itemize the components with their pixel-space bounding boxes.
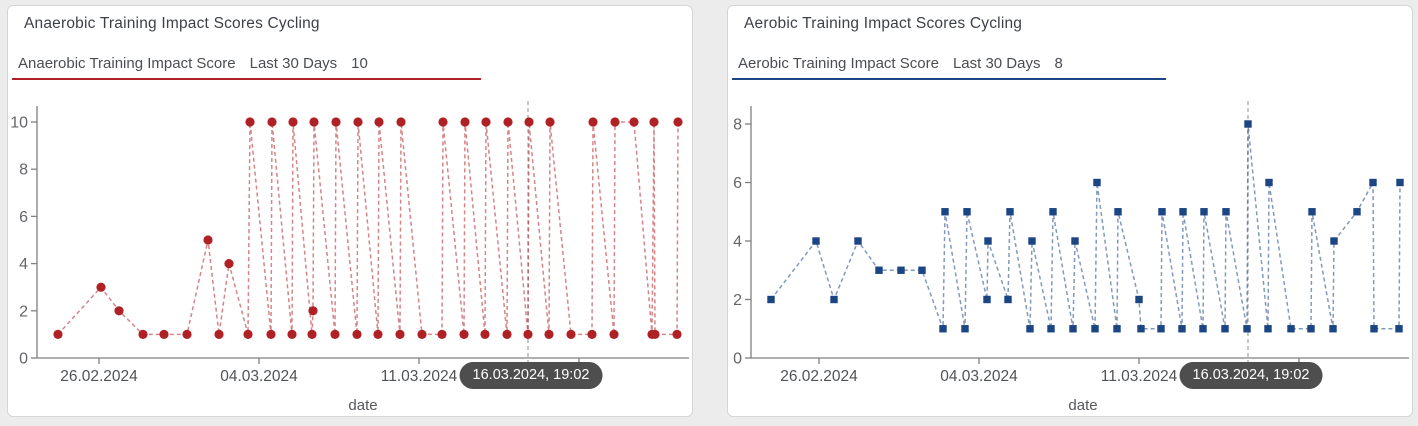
- svg-text:8: 8: [19, 162, 28, 179]
- series-line: [57, 121, 679, 336]
- x-axis-title: date: [348, 397, 378, 414]
- svg-text:0: 0: [19, 351, 28, 368]
- y-tick-labels: 0 2 4 6 8: [733, 117, 742, 368]
- legend-series-label: Anaerobic Training Impact Score: [18, 55, 236, 72]
- chart-title: Aerobic Training Impact Scores Cycling: [744, 15, 1023, 32]
- svg-text:6: 6: [19, 209, 28, 226]
- aerobic-plot-area[interactable]: 0 2 4 6 8: [728, 6, 1414, 418]
- cursor-date-badge: 16.03.2024, 19:02: [459, 362, 603, 389]
- x-tick-label: 11.03.2024: [1100, 368, 1178, 385]
- x-axis-title: date: [1068, 397, 1098, 414]
- series-markers: [53, 117, 683, 339]
- chart-title: Anaerobic Training Impact Scores Cycling: [24, 15, 320, 32]
- anaerobic-plot-area[interactable]: 0 2 4 6 8 10: [8, 6, 694, 418]
- legend-range-label: Last 30 Days: [952, 55, 1041, 72]
- svg-text:2: 2: [733, 292, 742, 309]
- series-markers: [767, 120, 1404, 333]
- x-tick-label: 04.03.2024: [940, 368, 1018, 385]
- legend-max-value: 10: [351, 55, 368, 72]
- svg-text:0: 0: [733, 351, 742, 368]
- svg-text:10: 10: [10, 115, 28, 132]
- legend[interactable]: Aerobic Training Impact Score Last 30 Da…: [732, 55, 1166, 80]
- x-tick-label: 26.02.2024: [60, 368, 138, 385]
- svg-text:4: 4: [733, 234, 742, 251]
- svg-text:4: 4: [19, 256, 28, 273]
- x-tick-label: 26.02.2024: [780, 368, 858, 385]
- svg-text:8: 8: [733, 117, 742, 134]
- svg-text:6: 6: [733, 175, 742, 192]
- legend-max-value: 8: [1054, 55, 1063, 72]
- x-tick-label: 11.03.2024: [380, 368, 458, 385]
- x-tick-label: 04.03.2024: [220, 368, 298, 385]
- axes: [31, 106, 689, 364]
- y-tick-labels: 0 2 4 6 8 10: [10, 115, 28, 368]
- anaerobic-chart-panel: Anaerobic Training Impact Scores Cycling…: [7, 5, 693, 417]
- series-line: [770, 123, 1401, 330]
- legend[interactable]: Anaerobic Training Impact Score Last 30 …: [12, 55, 481, 80]
- cursor-date-badge: 16.03.2024, 19:02: [1179, 362, 1323, 389]
- aerobic-chart-panel: Aerobic Training Impact Scores Cycling A…: [727, 5, 1413, 417]
- svg-text:2: 2: [19, 303, 28, 320]
- legend-range-label: Last 30 Days: [249, 55, 338, 72]
- legend-series-label: Aerobic Training Impact Score: [738, 55, 939, 72]
